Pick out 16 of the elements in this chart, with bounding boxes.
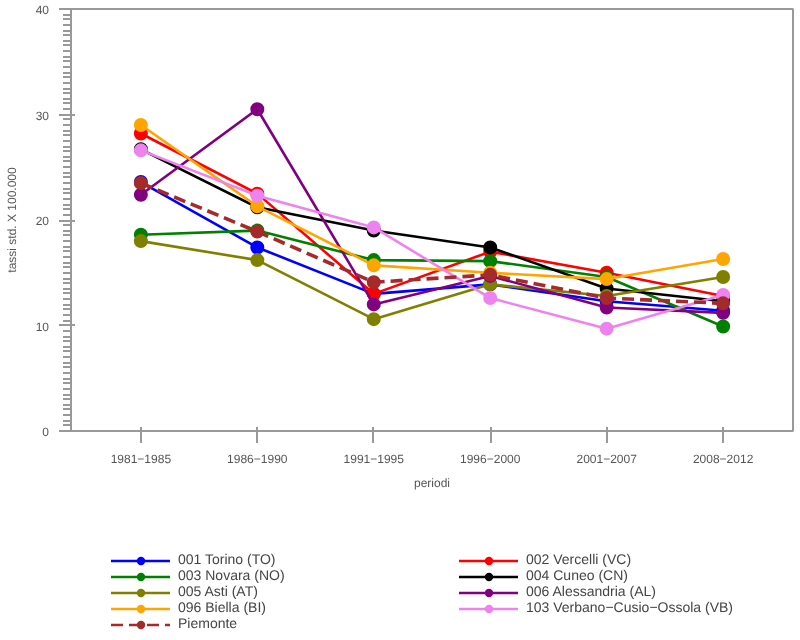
- point: [716, 269, 731, 284]
- point: [250, 102, 265, 117]
- point: [483, 254, 498, 269]
- point: [250, 240, 265, 255]
- point: [133, 187, 148, 202]
- point: [716, 319, 731, 334]
- point: [133, 118, 148, 133]
- point: [366, 312, 381, 327]
- point: [599, 321, 614, 336]
- point: [483, 291, 498, 306]
- point: [366, 275, 381, 290]
- point: [250, 253, 265, 268]
- point: [366, 258, 381, 273]
- point: [716, 252, 731, 267]
- point: [133, 234, 148, 249]
- point: [366, 297, 381, 312]
